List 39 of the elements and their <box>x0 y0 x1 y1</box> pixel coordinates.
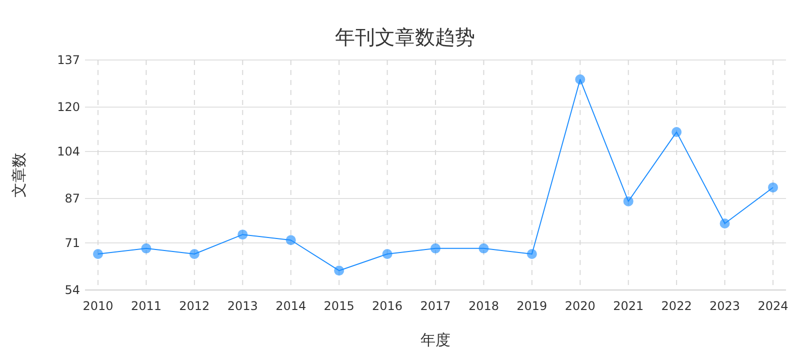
chart-title: 年刊文章数趋势 <box>335 25 475 49</box>
point <box>382 248 392 259</box>
point <box>93 248 103 259</box>
point <box>334 266 344 276</box>
point <box>286 235 296 246</box>
y-tick-label: 87 <box>64 192 80 206</box>
point <box>623 196 634 206</box>
point <box>526 248 537 259</box>
x-tick-label: 2024 <box>758 299 788 313</box>
x-tick-label: 2021 <box>613 299 644 313</box>
point <box>430 243 440 254</box>
point <box>575 74 586 84</box>
x-tick-label: 2015 <box>324 299 354 313</box>
y-axis-title: 文章数 <box>10 152 28 198</box>
y-tick-label: 120 <box>57 100 80 114</box>
y-tick-label: 137 <box>57 53 80 67</box>
x-tick-label: 2019 <box>516 299 548 313</box>
point <box>768 182 778 192</box>
point <box>478 243 489 254</box>
y-tick-label: 54 <box>64 283 80 297</box>
point <box>189 248 200 259</box>
x-tick-label: 2016 <box>372 299 403 313</box>
x-tick-label: 2022 <box>661 299 692 313</box>
point <box>672 127 682 138</box>
x-tick-label: 2017 <box>420 299 451 313</box>
point <box>720 218 730 228</box>
x-axis-title: 年度 <box>420 331 450 349</box>
x-tick-label: 2011 <box>130 299 162 313</box>
x-tick-label: 2012 <box>179 299 210 313</box>
x-tick-label: 2010 <box>82 299 114 313</box>
x-tick-label: 2023 <box>710 299 740 313</box>
y-tick-label: 71 <box>64 236 80 250</box>
point <box>141 243 152 254</box>
x-tick-label: 2014 <box>276 299 306 313</box>
x-tick-label: 2020 <box>564 299 596 313</box>
point <box>238 230 248 240</box>
x-tick-label: 2013 <box>227 299 258 313</box>
x-tick-label: 2018 <box>468 299 499 313</box>
y-tick-label: 104 <box>57 144 80 158</box>
